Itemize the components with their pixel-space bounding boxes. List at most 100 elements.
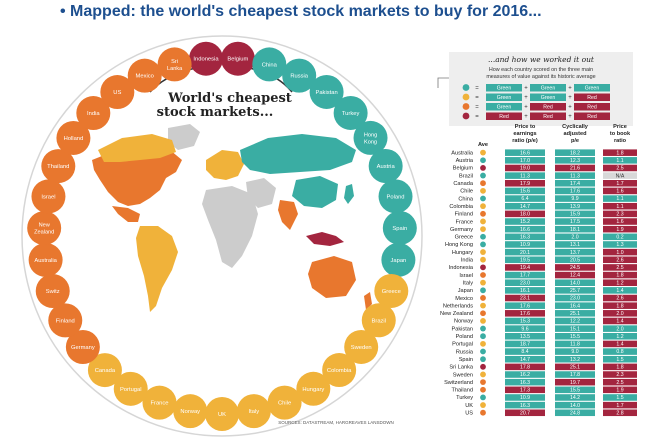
row-country: US: [465, 411, 473, 417]
row-country: Spain: [459, 357, 473, 363]
ring-bubble-label: New: [39, 223, 51, 229]
ring-bubble-finland: Finland: [48, 303, 83, 338]
cell-pe: [505, 340, 545, 348]
ring-bubble-label: Sweden: [351, 345, 372, 351]
cell-pe: [505, 294, 545, 302]
ring-bubble-circle: [267, 385, 302, 420]
ring-bubble-belgium: Belgium: [220, 41, 255, 76]
row-country: Australia: [451, 150, 474, 156]
legend-cell-label: Red: [499, 114, 509, 120]
row-ave-dot: [480, 233, 486, 240]
cell-pe: [505, 180, 545, 187]
ring-bubble-circle: [189, 41, 224, 76]
map-greenland: [168, 124, 200, 150]
cell-cape-value: 13.9: [570, 204, 580, 210]
cell-cape-value: 11.8: [570, 342, 580, 348]
cell-pb-value: 1.6: [616, 219, 623, 225]
row-ave-dot: [480, 256, 486, 263]
cell-pb: [603, 348, 637, 355]
cell-cape-value: 13.7: [570, 250, 580, 256]
cell-cape: [555, 218, 595, 225]
legend-status-dot: [462, 93, 470, 101]
ring-bubble-portugal: Portugal: [113, 371, 148, 406]
table-row-colombia: Colombia 14.7 13.9 1.1: [449, 202, 637, 210]
cell-pb-value: 1.1: [616, 204, 623, 210]
cell-cape-value: 17.4: [570, 181, 580, 187]
ring-bubble-circle: [236, 394, 271, 429]
row-country: China: [458, 196, 474, 202]
cell-cape: [555, 195, 595, 202]
row-ave-dot: [480, 310, 486, 317]
cell-cape-value: 18.2: [570, 150, 580, 156]
map-mexico: [112, 206, 140, 222]
cell-pe-value: 16.3: [520, 403, 530, 409]
legend-cell-label: Green: [541, 95, 556, 101]
map-australia: [308, 256, 356, 298]
leader-line: [437, 77, 449, 88]
cell-cape: [555, 279, 595, 286]
ring-bubble-circle: [374, 273, 409, 308]
cell-cape: [555, 157, 595, 164]
ring-bubble-circle: [56, 120, 91, 155]
ring-bubble-label: Zealand: [34, 230, 54, 236]
cell-pe: [505, 287, 545, 294]
cell-pe: [505, 401, 545, 409]
ring-bubble-label: Holland: [64, 136, 84, 142]
map-india: [278, 200, 298, 230]
ring-bubble-turkey: Turkey: [333, 95, 368, 130]
legend-cell: [574, 93, 610, 101]
legend-cell: [530, 112, 566, 120]
cell-cape: [555, 401, 595, 409]
column-header-ave: Ave: [478, 142, 488, 148]
cell-pe: [505, 317, 545, 325]
page-headline: • Mapped: the world's cheapest stock mar…: [60, 3, 542, 20]
row-country: Hungary: [452, 250, 473, 256]
column-header-pb: ratio: [614, 138, 627, 144]
legend-equals: =: [475, 105, 479, 111]
table-row-sri-lanka: Sri Lanka 17.8 25.1 1.8: [449, 363, 637, 371]
cell-pb: [603, 378, 637, 386]
legend-plus: +: [568, 105, 572, 111]
legend-row-amber: = Green + Green + Red: [462, 93, 610, 101]
cell-cape-value: 9.0: [571, 349, 578, 355]
row-country: Portugal: [452, 342, 473, 348]
ring-bubble-circle: [76, 96, 111, 131]
row-ave-dot: [480, 165, 486, 171]
map-new-zealand: [364, 292, 372, 310]
row-country: Finland: [455, 212, 473, 218]
cell-pb-value: 0.8: [616, 349, 623, 355]
method-panel-subtitle-2: measures of value against its historic a…: [486, 74, 595, 80]
cell-pb: [603, 310, 637, 317]
map-china: [292, 176, 338, 208]
row-country: Thailand: [452, 388, 473, 394]
cell-pe: [505, 386, 545, 394]
cell-cape-value: 14.0: [570, 280, 580, 286]
row-country: UK: [465, 403, 473, 409]
row-ave-dot: [480, 379, 486, 385]
legend-cell: [530, 103, 566, 111]
cell-pe: [505, 248, 545, 256]
legend-plus: +: [524, 86, 528, 92]
row-country: Austria: [456, 158, 474, 164]
ring-bubble-australia: Australia: [28, 242, 63, 277]
cell-pb: [603, 202, 637, 210]
row-country: Switzerland: [444, 380, 473, 386]
cell-pb: [603, 294, 637, 302]
ring-bubble-label: Colombia: [327, 368, 352, 374]
map-africa: [202, 186, 258, 268]
ring-bubble-circle: [382, 210, 417, 245]
ring-bubble-circle: [296, 371, 331, 406]
cell-pb: [603, 317, 637, 325]
row-country: Turkey: [456, 395, 473, 401]
ring-bubble-thailand: Thailand: [41, 149, 76, 184]
ring-bubble-label: Germany: [71, 345, 95, 351]
method-panel-title: ...and how we worked it out: [488, 55, 595, 64]
ring-bubble-circle: [28, 242, 63, 277]
ring-bubble-norway: Norway: [173, 394, 208, 429]
legend-cell: [530, 84, 566, 92]
row-country: Sri Lanka: [449, 365, 474, 371]
ring-bubble-circle: [35, 274, 70, 309]
table-row-austria: Austria 17.0 12.3 1.1: [456, 157, 637, 164]
cell-pb-value: 1.7: [616, 181, 623, 187]
legend-status-dot: [462, 84, 470, 91]
